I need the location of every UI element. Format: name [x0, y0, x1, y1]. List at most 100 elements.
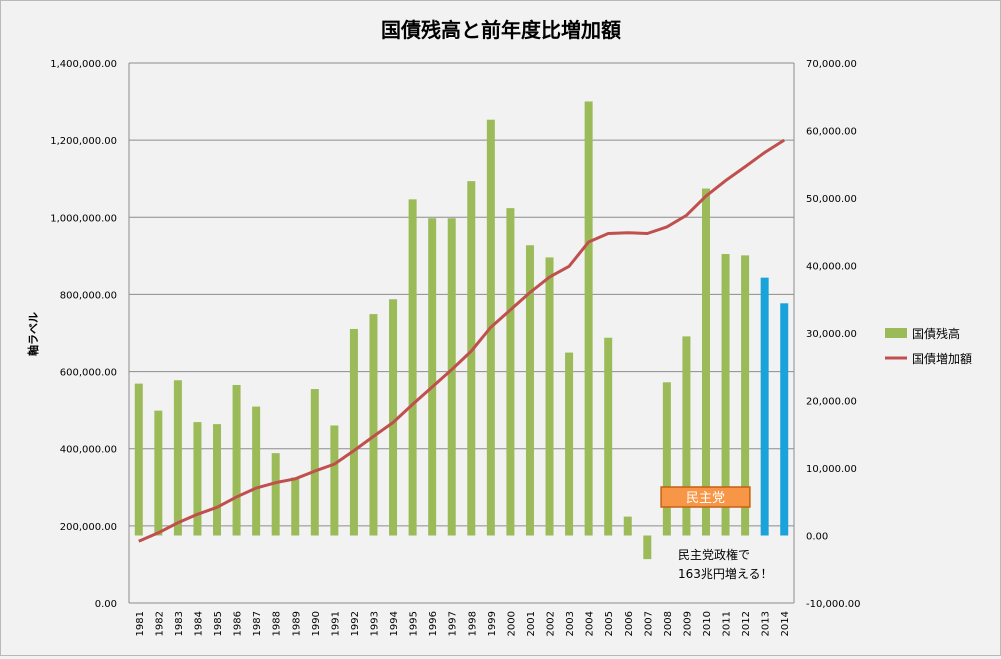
- bar: [193, 422, 202, 536]
- x-tick-label: 1988: [272, 611, 283, 636]
- x-tick-label: 2004: [585, 611, 596, 636]
- bar: [760, 277, 769, 536]
- legend: 国債残高 国債増加額: [885, 326, 972, 366]
- right-tick-label: 70,000.00: [806, 59, 857, 70]
- x-tick-label: 1999: [487, 611, 498, 636]
- party-box: [660, 486, 751, 508]
- bar: [154, 410, 163, 536]
- line-series: [138, 138, 786, 543]
- bar: [545, 257, 554, 536]
- left-tick-label: 1,200,000.00: [50, 136, 117, 147]
- x-tick-label: 1995: [409, 611, 420, 636]
- bar: [741, 255, 750, 536]
- x-tick-label: 2006: [624, 611, 635, 636]
- bar: [701, 188, 710, 536]
- note-line-2: 163兆円増える！: [678, 567, 773, 581]
- left-tick-label: 600,000.00: [60, 368, 117, 379]
- legend-label-bars: 国債残高: [912, 326, 960, 341]
- chart-title: 国債残高と前年度比増加額: [381, 18, 621, 42]
- line-path: [138, 138, 786, 543]
- bar-series: [134, 101, 789, 560]
- gridlines: [129, 62, 794, 604]
- x-tick-label: 2008: [663, 611, 674, 636]
- x-tick-label: 1983: [174, 611, 185, 636]
- x-tick-label: 1997: [448, 611, 459, 636]
- axes: [128, 63, 795, 603]
- bar: [643, 535, 652, 560]
- right-tick-label: 10,000.00: [806, 464, 857, 475]
- bar: [173, 380, 182, 536]
- bar: [369, 314, 378, 536]
- bar: [310, 389, 319, 536]
- bar: [232, 384, 241, 536]
- bar: [271, 453, 280, 536]
- x-tick-label: 2001: [526, 611, 537, 636]
- x-tick-label: 2012: [741, 611, 752, 636]
- left-tick-label: 1,000,000.00: [50, 213, 117, 224]
- x-tick-label: 2005: [604, 611, 615, 636]
- party-box-label: 民主党: [686, 491, 725, 506]
- bar: [428, 218, 437, 536]
- x-tick-label: 2014: [780, 611, 791, 636]
- bar: [467, 181, 476, 536]
- left-axis-ticks: 0.00 200,000.00 400,000.00 600,000.00 800,00…: [50, 59, 117, 610]
- bar: [584, 101, 593, 536]
- bar: [565, 352, 574, 536]
- x-tick-label: 1981: [135, 611, 146, 636]
- x-tick-label: 1994: [389, 611, 400, 636]
- right-tick-label: 20,000.00: [806, 397, 857, 408]
- left-tick-label: 800,000.00: [60, 290, 117, 301]
- note-line-1: 民主党政権で: [678, 547, 750, 562]
- right-tick-label: 0.00: [806, 532, 828, 543]
- legend-label-line: 国債増加額: [912, 351, 972, 366]
- bar: [662, 382, 671, 536]
- x-tick-label: 1993: [369, 611, 380, 636]
- x-tick-label: 1998: [467, 611, 478, 636]
- bar: [134, 383, 143, 536]
- x-axis-ticks: 1981 1982 1983 1984 1985 1986 1987 1988 1989 1990…: [135, 611, 791, 636]
- x-tick-label: 1985: [213, 611, 224, 636]
- bar: [213, 424, 222, 536]
- x-tick-label: 2002: [546, 611, 557, 636]
- x-tick-label: 1996: [428, 611, 439, 636]
- bar: [525, 245, 534, 536]
- right-tick-label: -10,000.00: [806, 599, 861, 610]
- bar: [682, 336, 691, 536]
- bar: [252, 406, 261, 536]
- bar: [623, 516, 632, 536]
- x-tick-label: 2000: [506, 611, 517, 636]
- x-tick-label: 2009: [682, 611, 693, 636]
- y-axis-label: 軸ラベル: [26, 312, 40, 356]
- left-tick-label: 200,000.00: [60, 522, 117, 533]
- x-tick-label: 1987: [252, 611, 263, 636]
- right-tick-label: 40,000.00: [806, 262, 857, 273]
- x-tick-label: 1991: [330, 611, 341, 636]
- x-tick-label: 1982: [154, 611, 165, 636]
- x-tick-label: 2007: [643, 611, 654, 636]
- bar: [506, 208, 515, 536]
- x-tick-label: 1986: [233, 611, 244, 636]
- x-tick-label: 2013: [761, 611, 772, 636]
- left-tick-label: 400,000.00: [60, 445, 117, 456]
- x-tick-label: 1992: [350, 611, 361, 636]
- right-tick-label: 30,000.00: [806, 329, 857, 340]
- x-tick-label: 2003: [565, 611, 576, 636]
- x-tick-label: 1989: [291, 611, 302, 636]
- bar: [604, 337, 613, 536]
- x-tick-label: 2010: [702, 611, 713, 636]
- right-axis-ticks: -10,000.00 0.00 10,000.00 20,000.00 30,000.0…: [806, 59, 861, 610]
- left-tick-label: 1,400,000.00: [50, 59, 117, 70]
- right-tick-label: 50,000.00: [806, 194, 857, 205]
- bar: [330, 425, 339, 536]
- bar: [721, 254, 730, 536]
- bar: [349, 328, 358, 536]
- legend-swatch-bars: [885, 328, 907, 338]
- bar: [408, 199, 417, 536]
- annotations: 民主党 民主党政権で 163兆円増える！: [660, 486, 773, 581]
- bar: [780, 303, 789, 536]
- right-tick-label: 60,000.00: [806, 127, 857, 138]
- bar: [447, 218, 456, 536]
- x-tick-label: 2011: [722, 611, 733, 636]
